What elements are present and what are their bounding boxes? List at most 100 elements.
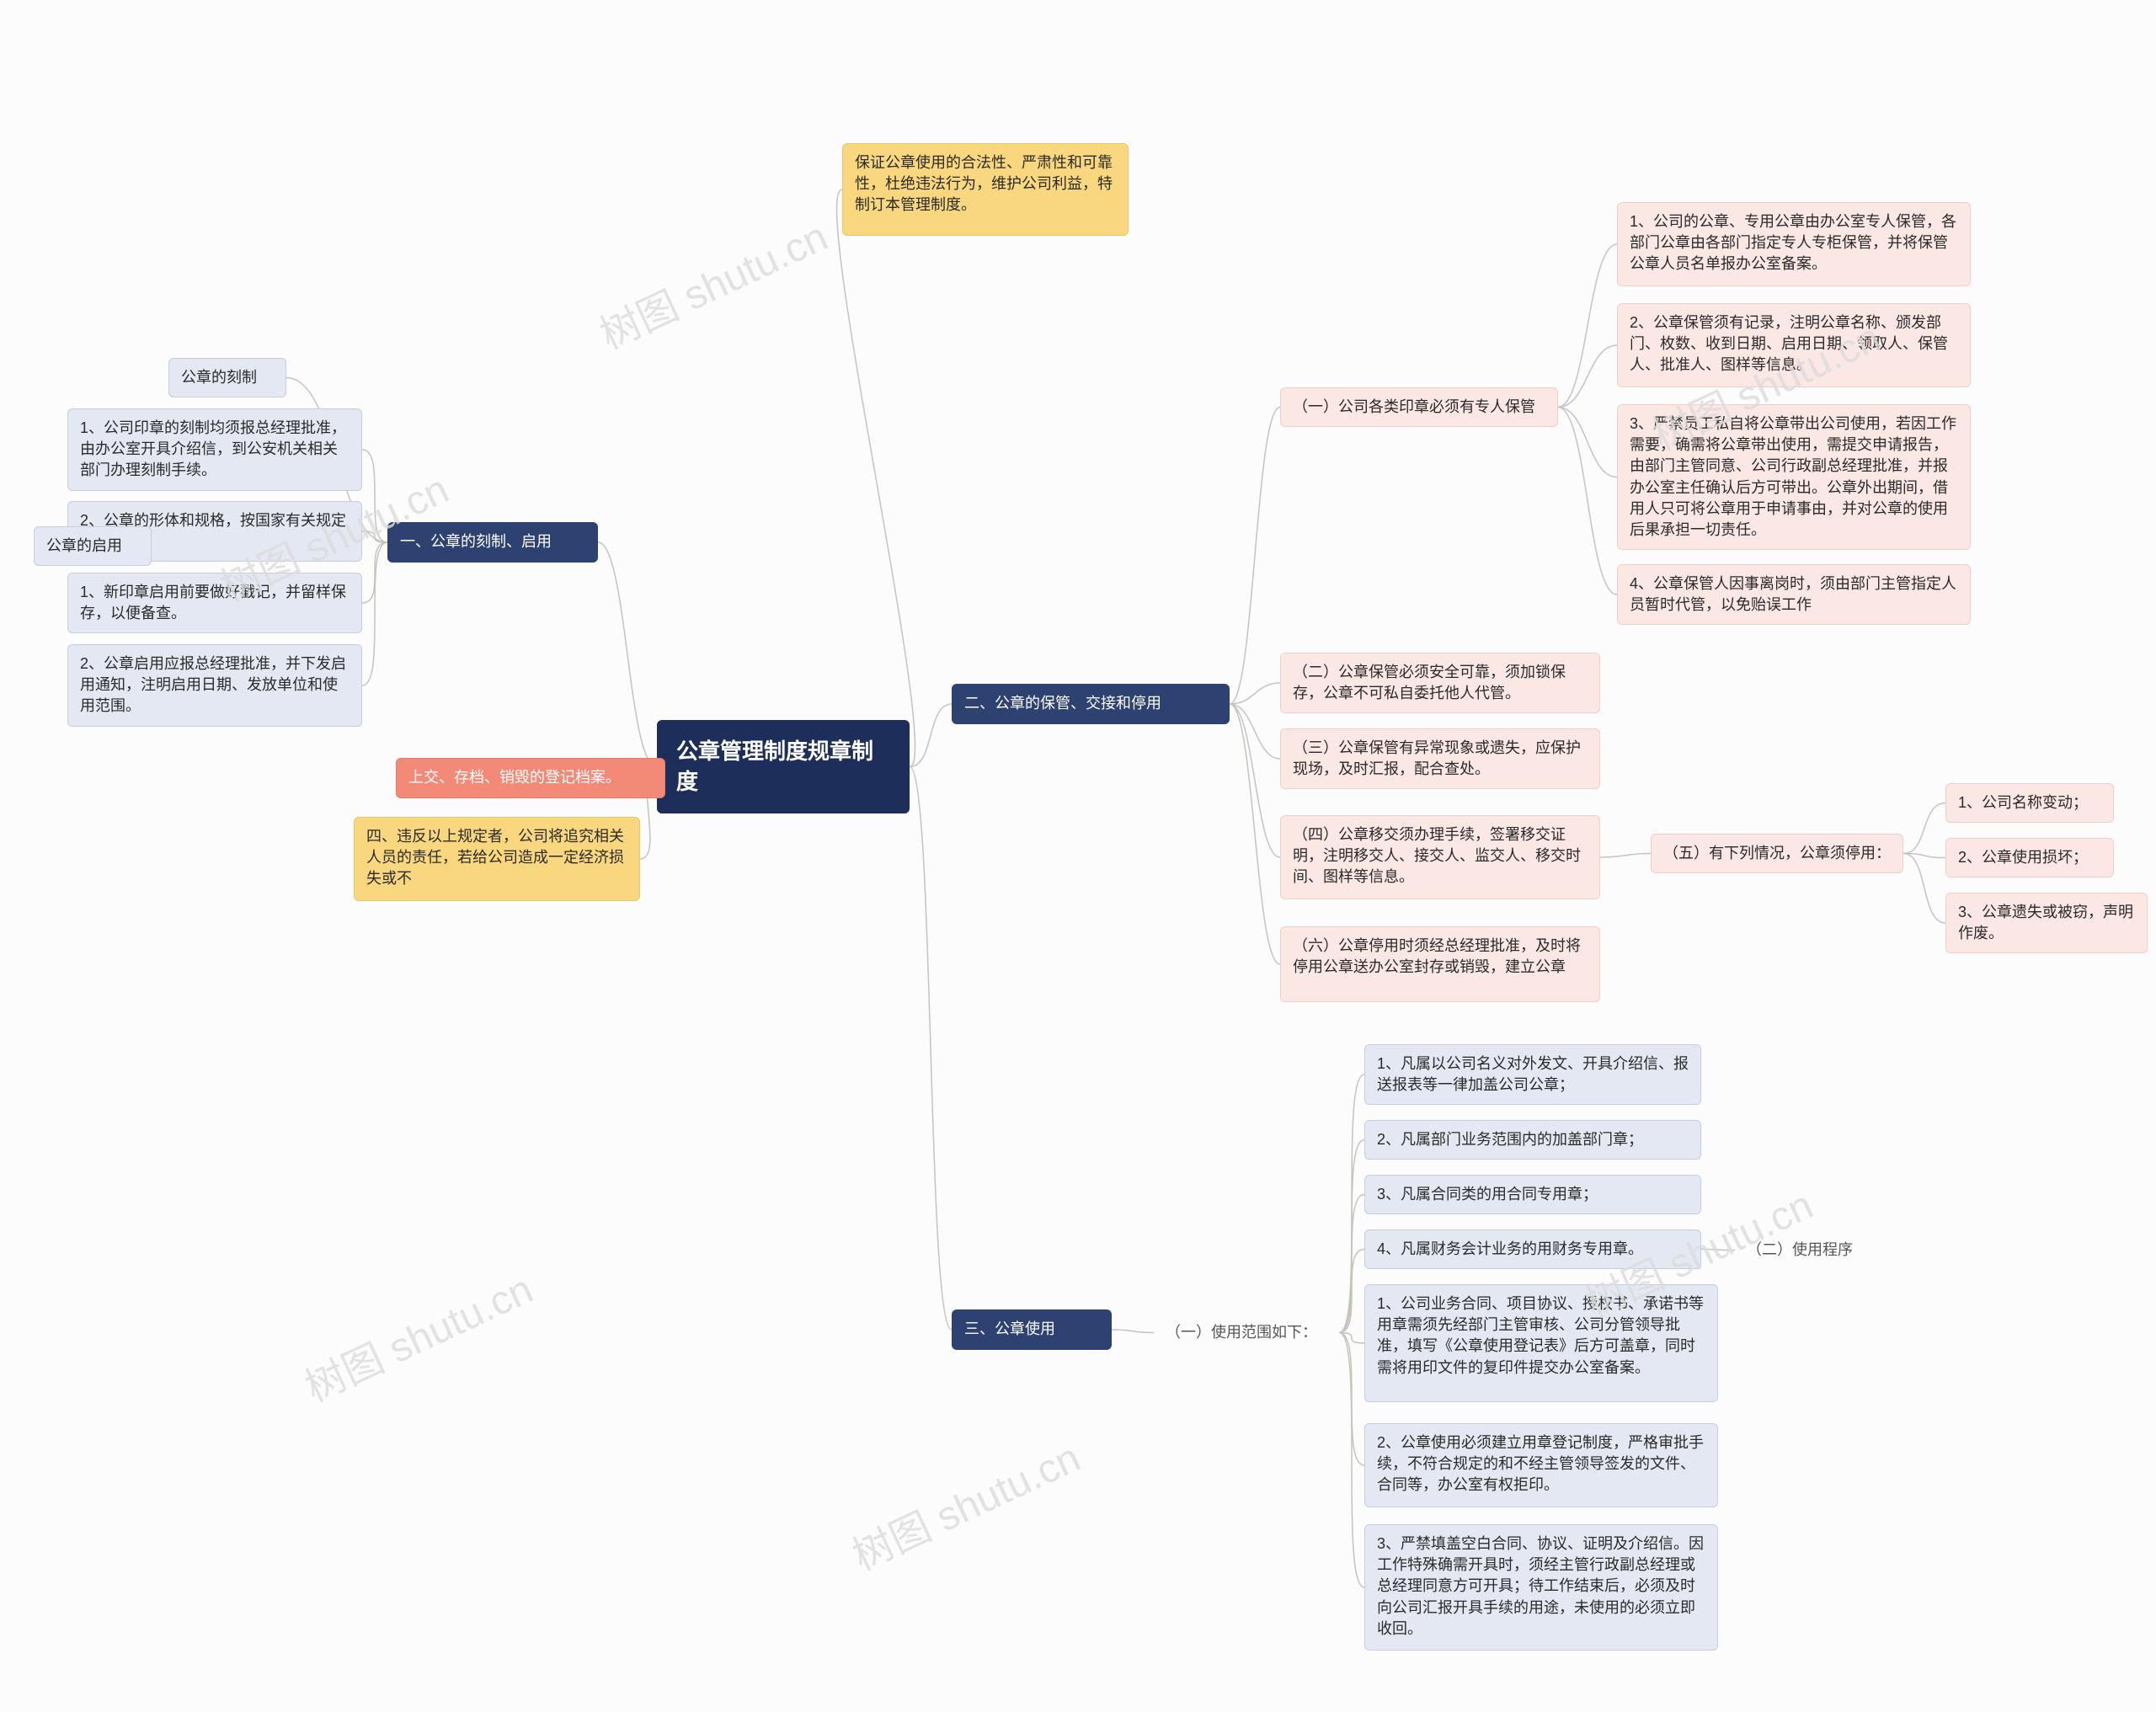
mindmap-node[interactable]: 公章管理制度规章制度 [657,720,910,813]
node-label: 2、公章保管须有记录，注明公章名称、颁发部门、枚数、收到日期、启用日期、领取人、… [1630,314,1948,373]
mindmap-node[interactable]: 2、凡属部门业务范围内的加盖部门章； [1364,1120,1701,1160]
mindmap-node[interactable]: （二）使用程序 [1735,1231,1886,1269]
connector [1600,854,1651,858]
mindmap-node[interactable]: 保证公章使用的合法性、严肃性和可靠性，杜绝违法行为，维护公司利益，特制订本管理制… [842,143,1129,236]
mindmap-node[interactable]: 3、凡属合同类的用合同专用章； [1364,1175,1701,1214]
mindmap-node[interactable]: （六）公章停用时须经总经理批准，及时将停用公章送办公室封存或销毁，建立公章 [1280,926,1600,1002]
connector [910,767,952,1331]
mindmap-node[interactable]: 公章的启用 [34,526,152,566]
node-label: 2、公章使用必须建立用章登记制度，严格审批手续，不符合规定的和不经主管领导签发的… [1377,1434,1704,1493]
connector [1558,345,1617,408]
connector [1230,704,1280,857]
connector [1230,704,1280,759]
mindmap-node[interactable]: 1、公司印章的刻制均须报总经理批准，由办公室开具介绍信，到公安机关相关部门办理刻… [67,408,362,491]
mindmap-node[interactable]: （五）有下列情况，公章须停用： [1651,834,1903,873]
node-label: 3、公章遗失或被窃，声明作废。 [1958,904,2133,941]
mindmap-node[interactable]: 2、公章启用应报总经理批准，并下发启用通知，注明启用日期、发放单位和使用范围。 [67,644,362,727]
node-label: （二）公章保管必须安全可靠，须加锁保存，公章不可私自委托他人代管。 [1293,664,1566,701]
connector [362,542,387,603]
mindmap-node[interactable]: 3、公章遗失或被窃，声明作废。 [1945,893,2148,953]
connector [1701,1250,1735,1251]
connector [362,531,387,542]
node-label: 2、凡属部门业务范围内的加盖部门章； [1377,1131,1643,1148]
connector [362,450,387,542]
mindmap-node[interactable]: 1、公司业务合同、项目协议、授权书、承诺书等用章需须先经部门主管审核、公司分管领… [1364,1284,1718,1402]
connector [1230,704,1280,964]
connector [1339,1075,1364,1333]
node-label: 保证公章使用的合法性、严肃性和可靠性，杜绝违法行为，维护公司利益，特制订本管理制… [855,154,1113,213]
mindmap-node[interactable]: 上交、存档、销毁的登记档案。 [396,758,665,798]
mindmap-node[interactable]: 公章的刻制 [168,358,286,397]
node-label: 三、公章使用 [964,1320,1055,1337]
connector [910,704,952,767]
node-label: 1、新印章启用前要做好戳记，并留样保存，以便备查。 [80,584,346,621]
connector [598,542,657,767]
mindmap-node[interactable]: （三）公章保管有异常现象或遗失，应保护现场，及时汇报，配合查处。 [1280,728,1600,789]
mindmap-node[interactable]: 一、公章的刻制、启用 [387,522,598,563]
node-label: 二、公章的保管、交接和停用 [964,695,1161,712]
node-label: 3、凡属合同类的用合同专用章； [1377,1186,1598,1203]
mindmap-node[interactable]: 二、公章的保管、交接和停用 [952,684,1230,724]
connector [1903,854,1945,858]
node-label: （四）公章移交须办理手续，签署移交证明，注明移交人、接交人、监交人、移交时间、图… [1293,826,1581,885]
connector [362,542,387,685]
mindmap-node[interactable]: 4、凡属财务会计业务的用财务专用章。 [1364,1229,1701,1269]
node-label: （一）公司各类印章必须有专人保管 [1293,398,1535,415]
connector [1339,1333,1364,1466]
mindmap-node[interactable]: 3、严禁填盖空白合同、协议、证明及介绍信。因工作特殊确需开具时，须经主管行政副总… [1364,1524,1718,1651]
mindmap-node[interactable]: 四、违反以上规定者，公司将追究相关人员的责任，若给公司造成一定经济损失或不 [354,817,640,901]
node-label: 四、违反以上规定者，公司将追究相关人员的责任，若给公司造成一定经济损失或不 [366,828,624,887]
mindmap-node[interactable]: 2、公章保管须有记录，注明公章名称、颁发部门、枚数、收到日期、启用日期、领取人、… [1617,303,1971,387]
node-label: （五）有下列情况，公章须停用： [1663,845,1891,861]
watermark: 树图 shutu.cn [294,1256,541,1413]
connector [1339,1333,1364,1344]
mindmap-node[interactable]: （四）公章移交须办理手续，签署移交证明，注明移交人、接交人、监交人、移交时间、图… [1280,815,1600,899]
node-label: 1、公司的公章、专用公章由办公室专人保管，各部门公章由各部门指定专人专柜保管，并… [1630,213,1956,272]
watermark: 树图 shutu.cn [841,1425,1088,1581]
node-label: 3、严禁填盖空白合同、协议、证明及介绍信。因工作特殊确需开具时，须经主管行政副总… [1377,1535,1704,1637]
mindmap-node[interactable]: 2、公章使用必须建立用章登记制度，严格审批手续，不符合规定的和不经主管领导签发的… [1364,1423,1718,1507]
node-label: 上交、存档、销毁的登记档案。 [408,769,621,786]
mindmap-node[interactable]: 2、公章使用损坏； [1945,838,2114,877]
node-label: （三）公章保管有异常现象或遗失，应保护现场，及时汇报，配合查处。 [1293,739,1581,777]
mindmap-node[interactable]: 1、公司名称变动； [1945,783,2114,823]
connector [1339,1250,1364,1333]
connector [837,189,915,767]
connector [1230,683,1280,704]
mindmap-node[interactable]: （一）使用范围如下： [1154,1314,1339,1352]
node-label: 4、凡属财务会计业务的用财务专用章。 [1377,1240,1643,1257]
connector [1339,1195,1364,1333]
mindmap-node[interactable]: 3、严禁员工私自将公章带出公司使用，若因工作需要，确需将公章带出使用，需提交申请… [1617,404,1971,550]
node-label: 一、公章的刻制、启用 [400,533,552,550]
connector [1558,408,1617,595]
mindmap-node[interactable]: （一）公司各类印章必须有专人保管 [1280,387,1558,427]
connector [1339,1140,1364,1333]
mindmap-node[interactable]: 三、公章使用 [952,1309,1112,1350]
connector [1112,1330,1154,1333]
node-label: 公章的启用 [46,537,122,554]
node-label: 1、凡属以公司名义对外发文、开具介绍信、报送报表等一律加盖公司公章； [1377,1055,1689,1093]
mindmap-node[interactable]: 4、公章保管人因事离岗时，须由部门主管指定人员暂时代管，以免贻误工作 [1617,564,1971,625]
node-label: （二）使用程序 [1747,1241,1853,1258]
node-label: 公章的刻制 [181,369,257,386]
connector [1230,408,1280,705]
node-label: 1、公司印章的刻制均须报总经理批准，由办公室开具介绍信，到公安机关相关部门办理刻… [80,419,346,478]
node-label: （一）使用范围如下： [1166,1324,1317,1341]
mindmap-node[interactable]: 1、凡属以公司名义对外发文、开具介绍信、报送报表等一律加盖公司公章； [1364,1044,1701,1105]
connector [1903,803,1945,854]
watermark: 树图 shutu.cn [589,204,835,360]
node-label: 2、公章启用应报总经理批准，并下发启用通知，注明启用日期、发放单位和使用范围。 [80,655,346,714]
node-label: 公章管理制度规章制度 [676,739,873,794]
node-label: 3、严禁员工私自将公章带出公司使用，若因工作需要，确需将公章带出使用，需提交申请… [1630,415,1956,538]
connector [1903,854,1945,924]
node-label: 1、公司业务合同、项目协议、授权书、承诺书等用章需须先经部门主管审核、公司分管领… [1377,1295,1704,1376]
mindmap-node[interactable]: （二）公章保管必须安全可靠，须加锁保存，公章不可私自委托他人代管。 [1280,653,1600,713]
node-label: 4、公章保管人因事离岗时，须由部门主管指定人员暂时代管，以免贻误工作 [1630,575,1956,613]
node-label: 2、公章使用损坏； [1958,849,2088,866]
mindmap-node[interactable]: 1、公司的公章、专用公章由办公室专人保管，各部门公章由各部门指定专人专柜保管，并… [1617,202,1971,286]
connector [1558,408,1617,477]
node-label: 1、公司名称变动； [1958,794,2088,811]
mindmap-node[interactable]: 1、新印章启用前要做好戳记，并留样保存，以便备查。 [67,573,362,633]
connector [1558,244,1617,408]
connector [1339,1333,1364,1588]
